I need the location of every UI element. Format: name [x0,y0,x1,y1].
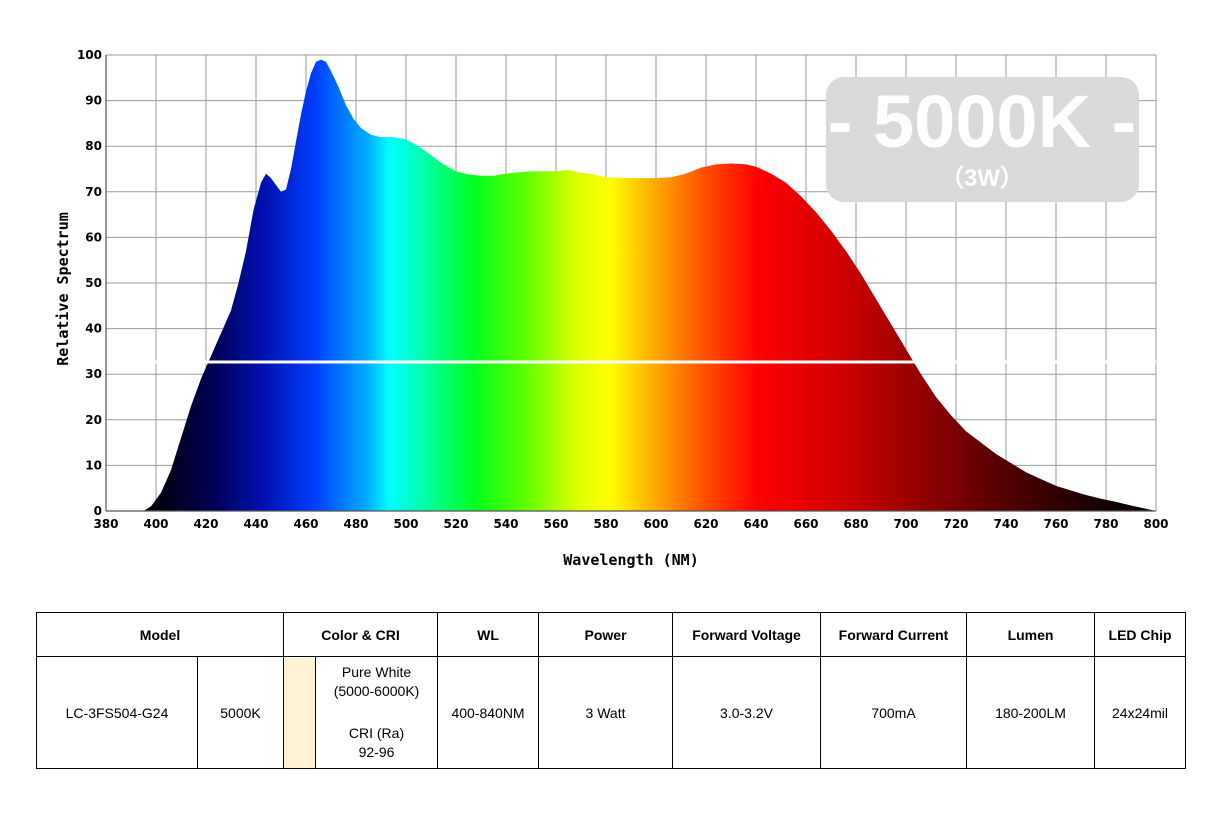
y-tick-labels: 0 10 20 30 40 50 60 70 80 90 100 [77,48,102,518]
badge: - 5000K - （3W） [826,77,1139,202]
badge-subtitle: （3W） [940,165,1024,192]
y-tick-label: 20 [85,413,102,427]
x-tick-label: 800 [1143,517,1168,531]
y-tick-label: 90 [85,94,102,108]
table-header-row: Model Color & CRI WL Power Forward Volta… [35,611,1187,658]
header-wl: WL [437,611,540,658]
y-tick-label: 40 [85,322,102,336]
x-tick-label: 400 [143,517,168,531]
x-tick-label: 460 [293,517,318,531]
y-tick-label: 70 [85,185,102,199]
header-model: Model [35,611,285,658]
y-axis-title: Relative Spectrum [54,212,72,366]
x-tick-label: 380 [93,517,118,531]
cell-forward-voltage: 3.0-3.2V [672,656,822,769]
cri-label: CRI (Ra) [348,725,405,742]
y-tick-label: 0 [94,504,102,518]
y-tick-label: 100 [77,48,102,62]
x-tick-label: 620 [693,517,718,531]
badge-title: - 5000K - [828,80,1136,163]
x-tick-label: 560 [543,517,568,531]
cell-cct: 5000K [196,656,285,769]
header-lumen: Lumen [966,611,1096,658]
cell-led-chip: 24x24mil [1094,656,1187,769]
chart-axes [105,55,1156,512]
x-axis-title: Wavelength (NM) [563,551,698,569]
header-forward-current: Forward Current [820,611,968,658]
x-tick-label: 720 [943,517,968,531]
color-swatch [284,657,316,768]
x-tick-label: 480 [343,517,368,531]
header-power: Power [538,611,674,658]
x-tick-label: 740 [993,517,1018,531]
y-tick-label: 60 [85,230,102,244]
x-tick-label: 420 [193,517,218,531]
cell-color-cri: Pure White (5000-6000K) CRI (Ra) 92-96 [315,656,439,769]
cell-wl: 400-840NM [437,656,540,769]
x-tick-label: 760 [1043,517,1068,531]
x-tick-label: 600 [643,517,668,531]
x-tick-label: 520 [443,517,468,531]
cell-lumen: 180-200LM [966,656,1096,769]
x-tick-label: 780 [1093,517,1118,531]
x-tick-labels: 380 400 420 440 460 480 500 520 540 560 580 600 620 6… [93,517,1168,531]
table-row: LC-3FS504-G24 5000K Pure White (5000-600… [36,656,1187,769]
spec-table: Model Color & CRI WL Power Forward Volta… [35,611,1187,769]
cri-value: 92-96 [358,744,395,761]
x-tick-label: 500 [393,517,418,531]
cell-color-swatch [283,656,317,769]
x-tick-label: 440 [243,517,268,531]
color-name: Pure White [341,664,412,681]
x-tick-label: 540 [493,517,518,531]
cell-power: 3 Watt [538,656,674,769]
spectrum-area [106,59,1156,511]
badge-background [826,77,1139,202]
x-tick-label: 580 [593,517,618,531]
y-tick-label: 50 [85,276,102,290]
header-forward-voltage: Forward Voltage [672,611,822,658]
y-tick-label: 80 [85,139,102,153]
cell-forward-current: 700mA [820,656,968,769]
x-tick-label: 660 [793,517,818,531]
spectrum-chart: 380 400 420 440 460 480 500 520 540 560 580 600 620 6… [54,48,1169,569]
x-tick-label: 640 [743,517,768,531]
color-range: (5000-6000K) [333,683,420,700]
y-tick-label: 10 [85,458,102,472]
x-tick-label: 680 [843,517,868,531]
x-tick-label: 700 [893,517,918,531]
header-color-cri: Color & CRI [283,611,439,658]
cell-model-code: LC-3FS504-G24 [36,656,198,769]
header-led-chip: LED Chip [1094,611,1187,658]
y-tick-label: 30 [85,367,102,381]
